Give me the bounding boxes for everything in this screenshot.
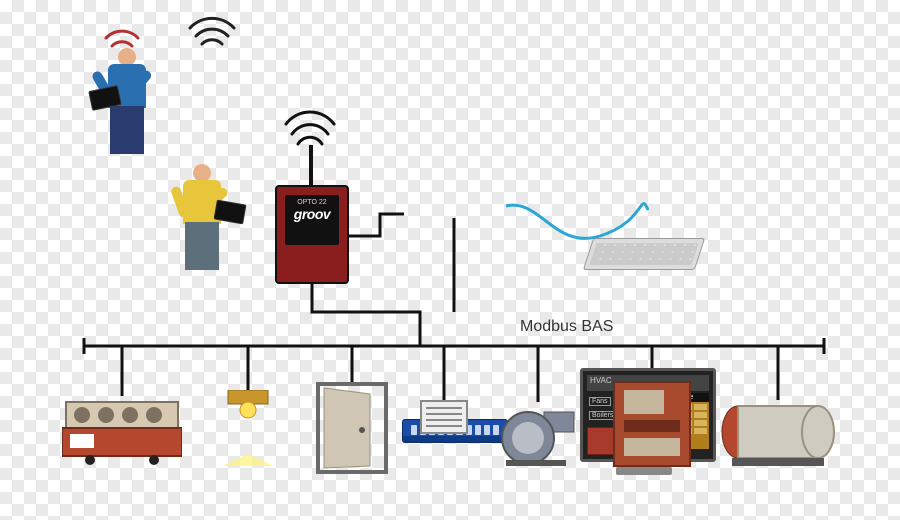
diagram-canvas: Modbus BAS OPTO 22 groov HVAC [0, 0, 900, 520]
user-blue [100, 48, 154, 160]
antenna-icon [309, 145, 313, 187]
equipment-tank [718, 400, 838, 470]
equipment-fan [500, 402, 576, 468]
bus-label: Modbus BAS [520, 318, 613, 336]
equipment-light [218, 390, 278, 462]
groov-brand: groov [285, 206, 339, 222]
equipment-chiller [62, 396, 182, 466]
groov-vendor: OPTO 22 [285, 199, 339, 206]
equipment-boiler [608, 376, 696, 472]
groov-box: OPTO 22 groov [275, 185, 349, 284]
equipment-door [316, 382, 388, 474]
equipment-vent [420, 400, 468, 434]
user-yellow [175, 164, 229, 276]
keyboard-icon [583, 238, 705, 270]
